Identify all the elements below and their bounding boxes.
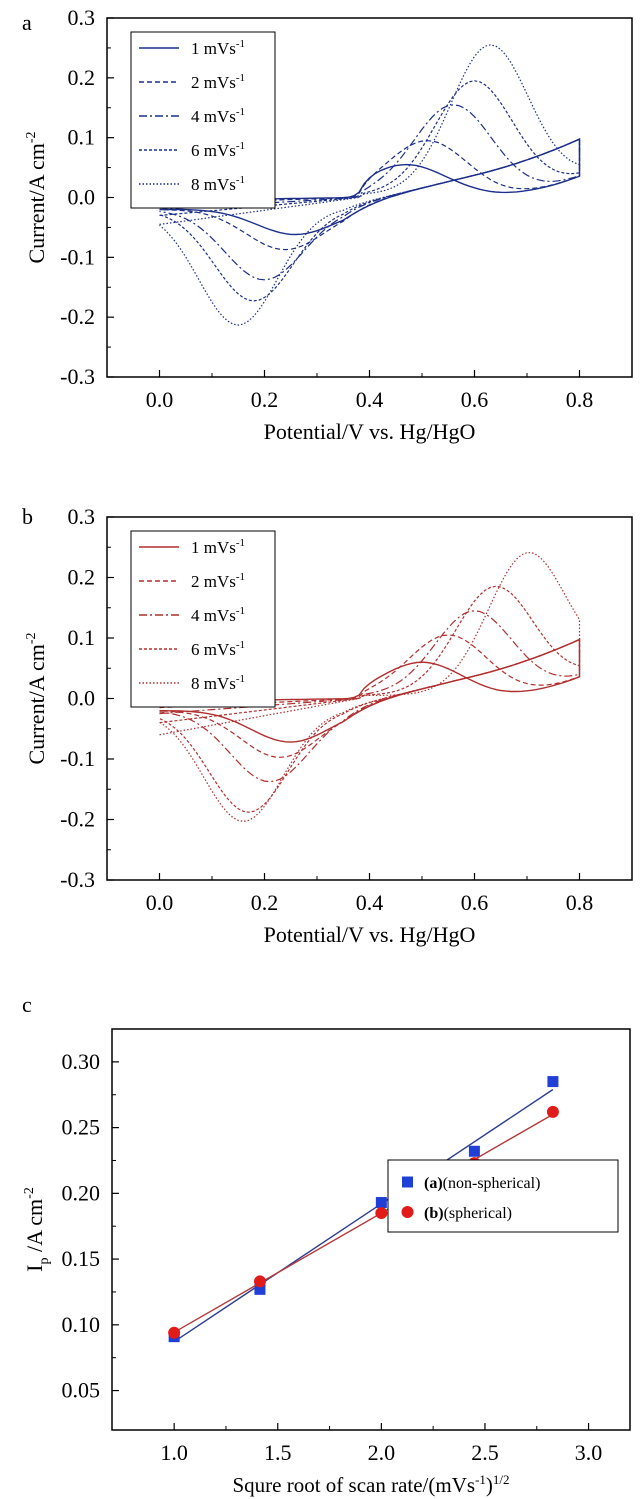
panel-label-a: a bbox=[22, 10, 32, 35]
y-axis-title: Current/A cm-2 bbox=[24, 131, 49, 263]
y-axis-title: Ip /A cm-2 bbox=[22, 1187, 52, 1272]
x-tick-label: 0.4 bbox=[356, 890, 384, 915]
data-point-a bbox=[254, 1283, 266, 1295]
y-tick-label: 0.1 bbox=[68, 125, 96, 150]
data-point-a bbox=[375, 1197, 387, 1209]
data-point-b bbox=[253, 1275, 266, 1288]
y-tick-label: 0.3 bbox=[68, 5, 96, 30]
y-tick-label: -0.2 bbox=[60, 807, 95, 832]
legend-marker bbox=[402, 1176, 413, 1188]
y-tick-label: 0.3 bbox=[68, 504, 96, 529]
legend-marker bbox=[401, 1206, 414, 1218]
fit-line-b bbox=[173, 1113, 554, 1333]
x-tick-label: 0.6 bbox=[461, 387, 489, 412]
y-axis-title: Current/A cm-2 bbox=[24, 632, 49, 764]
chart-a: 0.0 0.2 0.4 0.6 0.8 -0.3 -0.2 -0.1 0.0 0.1 0.2 0.3 1… bbox=[24, 5, 633, 444]
legend-box bbox=[387, 1159, 619, 1233]
y-tick-label: -0.3 bbox=[60, 364, 95, 389]
legend-label: 6 mVs-1 bbox=[191, 140, 245, 160]
plot-frame bbox=[111, 1028, 631, 1431]
x-tick-label: 0.0 bbox=[146, 387, 174, 412]
x-tick-label: 1.0 bbox=[160, 1440, 188, 1465]
x-tick-label: 1.5 bbox=[264, 1440, 292, 1465]
y-tick-label: 0.1 bbox=[68, 625, 96, 650]
y-tick-label: 0.05 bbox=[62, 1378, 101, 1403]
y-tick-label: 0.2 bbox=[68, 65, 96, 90]
data-point-b bbox=[168, 1326, 181, 1339]
chart-c: 1.0 1.5 2.0 2.5 3.0 0.05 0.10 0.15 0.20 0.25 0.30 (… bbox=[22, 1028, 631, 1497]
y-tick-label: 0.25 bbox=[62, 1115, 101, 1140]
legend-box bbox=[130, 31, 276, 209]
legend-label: 1 mVs-1 bbox=[191, 38, 245, 58]
data-point-b bbox=[546, 1105, 559, 1118]
y-tick-label: 0.2 bbox=[68, 565, 96, 590]
legend-label: 2 mVs-1 bbox=[191, 571, 245, 591]
data-point-a bbox=[468, 1145, 480, 1157]
panel-label-c: c bbox=[22, 992, 32, 1017]
y-tick-label: 0.0 bbox=[68, 185, 96, 210]
legend-label: 2 mVs-1 bbox=[191, 72, 245, 92]
cv-series-5 bbox=[159, 44, 581, 326]
cv-series-4 bbox=[159, 80, 581, 302]
x-tick-label: 0.6 bbox=[461, 890, 489, 915]
x-tick-label: 0.2 bbox=[251, 890, 279, 915]
x-tick-label: 0.8 bbox=[566, 890, 594, 915]
x-tick-label: 0.0 bbox=[146, 890, 174, 915]
x-tick-label: 3.0 bbox=[575, 1440, 603, 1465]
legend-label: 8 mVs-1 bbox=[191, 673, 245, 693]
data-point-a bbox=[547, 1076, 559, 1088]
panel-label-b: b bbox=[22, 504, 33, 529]
chart-b: 0.0 0.2 0.4 0.6 0.8 -0.3 -0.2 -0.1 0.0 0.1 0.2 0.3 1… bbox=[24, 504, 633, 947]
legend-label: 1 mVs-1 bbox=[191, 537, 245, 557]
y-tick-label: -0.2 bbox=[60, 304, 95, 329]
y-tick-label: -0.1 bbox=[60, 244, 95, 269]
x-axis-title: Potential/V vs. Hg/HgO bbox=[264, 419, 476, 444]
y-tick-label: 0.0 bbox=[68, 686, 96, 711]
legend-box bbox=[130, 530, 276, 708]
data-point-b bbox=[375, 1207, 388, 1220]
cv-series-2 bbox=[159, 634, 581, 758]
x-tick-label: 0.4 bbox=[356, 387, 384, 412]
legend-label: (a)(non-spherical) bbox=[424, 1175, 540, 1192]
x-tick-label: 2.0 bbox=[368, 1440, 396, 1465]
legend-label: (b)(spherical) bbox=[424, 1205, 512, 1222]
x-axis-title: Potential/V vs. Hg/HgO bbox=[264, 922, 476, 947]
y-tick-label: 0.15 bbox=[62, 1246, 101, 1271]
x-tick-label: 0.8 bbox=[566, 387, 594, 412]
y-tick-label: -0.3 bbox=[60, 867, 95, 892]
fit-line-a bbox=[173, 1088, 554, 1343]
x-tick-label: 2.5 bbox=[471, 1440, 499, 1465]
cv-series-4 bbox=[159, 585, 581, 813]
x-tick-label: 0.2 bbox=[251, 387, 279, 412]
legend-label: 8 mVs-1 bbox=[191, 174, 245, 194]
x-axis-title: Squre root of scan rate/(mVs-1)1/2 bbox=[232, 1472, 509, 1497]
y-tick-label: -0.1 bbox=[60, 746, 95, 771]
legend-label: 4 mVs-1 bbox=[191, 106, 245, 126]
legend-label: 4 mVs-1 bbox=[191, 605, 245, 625]
y-tick-label: 0.10 bbox=[62, 1312, 101, 1337]
legend-label: 6 mVs-1 bbox=[191, 639, 245, 659]
y-tick-label: 0.20 bbox=[62, 1180, 101, 1205]
y-tick-label: 0.30 bbox=[62, 1049, 101, 1074]
